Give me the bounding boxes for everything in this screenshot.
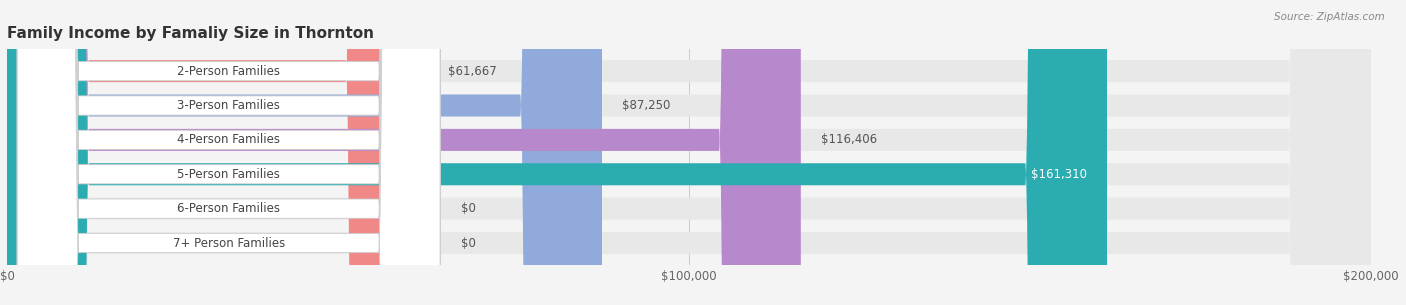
Text: $0: $0: [461, 236, 475, 249]
Text: 3-Person Families: 3-Person Families: [177, 99, 280, 112]
Text: 5-Person Families: 5-Person Families: [177, 168, 280, 181]
FancyBboxPatch shape: [17, 0, 440, 305]
Text: 4-Person Families: 4-Person Families: [177, 133, 280, 146]
Text: Source: ZipAtlas.com: Source: ZipAtlas.com: [1274, 12, 1385, 22]
FancyBboxPatch shape: [17, 0, 440, 305]
Text: $61,667: $61,667: [449, 65, 496, 78]
FancyBboxPatch shape: [7, 0, 1371, 305]
FancyBboxPatch shape: [7, 0, 1371, 305]
FancyBboxPatch shape: [7, 0, 427, 305]
Text: $116,406: $116,406: [821, 133, 877, 146]
FancyBboxPatch shape: [7, 0, 1107, 305]
Text: $161,310: $161,310: [1031, 168, 1087, 181]
Text: 7+ Person Families: 7+ Person Families: [173, 236, 285, 249]
FancyBboxPatch shape: [17, 0, 440, 305]
FancyBboxPatch shape: [17, 0, 440, 305]
FancyBboxPatch shape: [7, 0, 801, 305]
Text: $87,250: $87,250: [623, 99, 671, 112]
Text: Family Income by Famaliy Size in Thornton: Family Income by Famaliy Size in Thornto…: [7, 26, 374, 41]
FancyBboxPatch shape: [7, 0, 602, 305]
FancyBboxPatch shape: [17, 0, 440, 305]
FancyBboxPatch shape: [7, 0, 1371, 305]
Text: 6-Person Families: 6-Person Families: [177, 202, 280, 215]
Text: $0: $0: [461, 202, 475, 215]
FancyBboxPatch shape: [7, 0, 1371, 305]
FancyBboxPatch shape: [7, 0, 1371, 305]
FancyBboxPatch shape: [17, 0, 440, 305]
Text: 2-Person Families: 2-Person Families: [177, 65, 280, 78]
FancyBboxPatch shape: [7, 0, 1371, 305]
